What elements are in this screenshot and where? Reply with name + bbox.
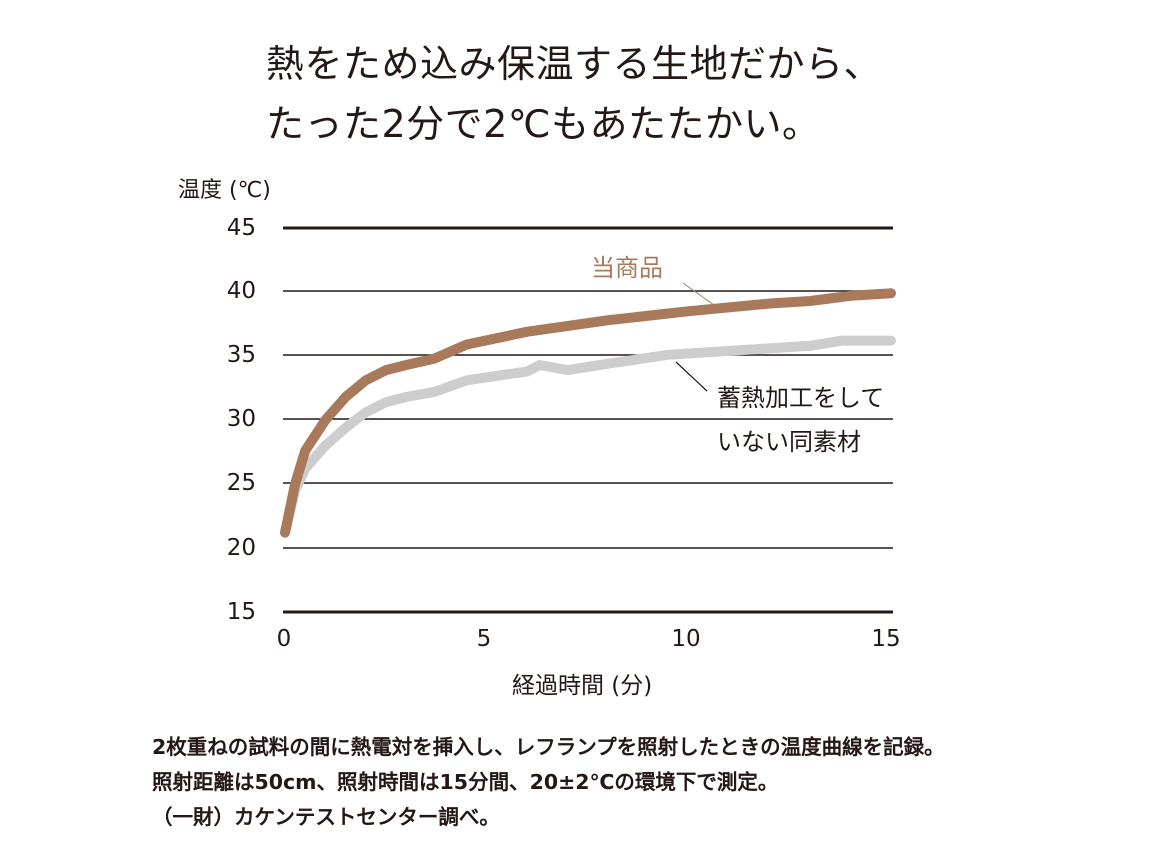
x-axis-label: 経過時間 (分)	[512, 673, 653, 699]
note-line-2: 照射距離は50cm、照射時間は15分間、20±2℃の環境下で測定。	[152, 770, 779, 794]
product-leader-line	[682, 282, 715, 306]
x-tick-5: 5	[476, 626, 492, 652]
untreated-series-line	[280, 335, 896, 538]
y-tick-25: 25	[226, 470, 256, 496]
product-series-label: 当商品	[591, 254, 663, 282]
y-tick-45: 45	[226, 215, 256, 241]
y-tick-15: 15	[226, 599, 256, 625]
gridlines	[283, 226, 893, 614]
y-axis-label: 温度 (℃)	[178, 178, 271, 203]
x-tick-10: 10	[671, 626, 701, 652]
note-line-3: （一財）カケンテストセンター調べ。	[152, 805, 500, 829]
headline: 熱をため込み保温する生地だから、 たった2分で2℃もあたたかい。	[266, 34, 882, 154]
test-notes: 2枚重ねの試料の間に熱電対を挿入し、レフランプを照射したときの温度曲線を記録。 …	[152, 730, 945, 835]
y-tick-40: 40	[226, 278, 256, 304]
y-tick-35: 35	[226, 342, 256, 368]
headline-line-1: 熱をため込み保温する生地だから、	[266, 42, 883, 86]
x-tick-0: 0	[276, 626, 292, 652]
y-tick-30: 30	[226, 406, 256, 432]
headline-line-2: たった2分で2℃もあたたかい。	[266, 102, 821, 146]
y-tick-20: 20	[226, 535, 256, 561]
untreated-series-label: 蓄熱加工をしていない同素材	[717, 384, 885, 456]
product-series-line	[280, 288, 896, 538]
untreated-leader-line	[675, 361, 708, 392]
note-line-1: 2枚重ねの試料の間に熱電対を挿入し、レフランプを照射したときの温度曲線を記録。	[152, 735, 945, 759]
x-tick-15: 15	[871, 626, 901, 652]
